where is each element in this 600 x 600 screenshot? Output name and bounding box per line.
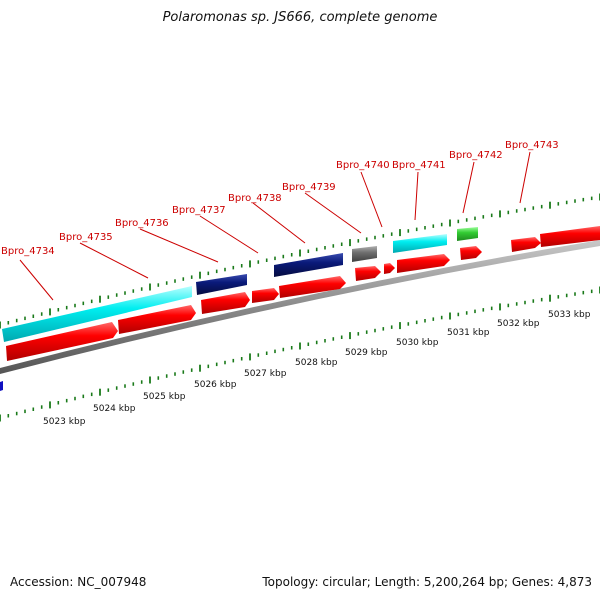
genome-backbone	[0, 240, 600, 374]
inner-tick-ring	[0, 286, 600, 422]
outer-tick-ring	[0, 193, 600, 329]
leader-line-10	[519, 151, 531, 204]
gene-label-bpro-4738: Bpro_4738	[228, 193, 282, 204]
gene-label-bpro-4734: Bpro_4734	[1, 246, 55, 257]
kbp-label-5030: 5030 kbp	[396, 338, 439, 348]
kbp-label-5024: 5024 kbp	[93, 404, 136, 414]
leader-line-7	[360, 171, 383, 228]
cds-arrow-2	[118, 305, 196, 334]
feature-track-upper	[2, 227, 478, 342]
feature-cyan-2	[393, 234, 447, 253]
gene-label-bpro-4735: Bpro_4735	[59, 232, 113, 243]
feature-navy-2	[274, 253, 343, 277]
feature-green-1	[457, 227, 478, 241]
kbp-label-5029: 5029 kbp	[345, 348, 388, 358]
kbp-labels: 5023 kbp 5024 kbp 5025 kbp 5026 kbp 5027…	[43, 310, 591, 427]
gene-labels: Bpro_4734 Bpro_4735 Bpro_4736 Bpro_4737 …	[1, 140, 559, 257]
feature-fragment-blue	[0, 381, 3, 391]
feature-navy-1	[196, 274, 247, 295]
kbp-label-5033: 5033 kbp	[548, 310, 591, 320]
feature-cyan-1	[2, 286, 192, 342]
gene-label-bpro-4741: Bpro_4741	[392, 160, 446, 171]
cds-arrow-6	[355, 266, 381, 281]
cds-arrow-3	[201, 292, 250, 314]
gene-label-bpro-4739: Bpro_4739	[282, 182, 336, 193]
leader-line-1	[19, 259, 54, 301]
label-leader-lines	[19, 151, 531, 301]
leader-line-5	[252, 202, 306, 244]
cds-arrow-10	[511, 237, 541, 252]
kbp-label-5031: 5031 kbp	[447, 328, 490, 338]
leader-line-2	[79, 242, 149, 279]
leader-line-8	[414, 171, 419, 221]
kbp-label-5032: 5032 kbp	[497, 319, 540, 329]
cds-arrow-11	[540, 226, 600, 247]
gene-label-bpro-4743: Bpro_4743	[505, 140, 559, 151]
genome-summary-text: Topology: circular; Length: 5,200,264 bp…	[262, 575, 592, 589]
feature-gray-1	[352, 246, 377, 262]
gene-label-bpro-4742: Bpro_4742	[449, 150, 503, 161]
kbp-label-5026: 5026 kbp	[194, 380, 237, 390]
kbp-label-5025: 5025 kbp	[143, 392, 186, 402]
kbp-label-5027: 5027 kbp	[244, 369, 287, 379]
gene-label-bpro-4736: Bpro_4736	[115, 218, 169, 229]
map-title: Polaromonas sp. JS666, complete genome	[162, 10, 438, 25]
cds-arrow-8	[397, 254, 450, 273]
cds-arrow-1	[6, 322, 118, 361]
kbp-label-5028: 5028 kbp	[295, 358, 338, 368]
cds-arrow-5	[279, 276, 346, 298]
gene-label-bpro-4740: Bpro_4740	[336, 160, 390, 171]
leader-line-9	[462, 161, 475, 214]
gene-label-bpro-4737: Bpro_4737	[172, 205, 226, 216]
leader-line-3	[139, 228, 219, 263]
cds-arrow-7	[384, 263, 395, 274]
leader-line-6	[304, 192, 362, 234]
kbp-label-5023: 5023 kbp	[43, 417, 86, 427]
cds-arrow-4	[252, 288, 279, 303]
cds-arrow-9	[460, 246, 482, 260]
accession-text: Accession: NC_007948	[10, 575, 147, 589]
leader-line-4	[199, 215, 259, 254]
cds-track	[6, 226, 600, 361]
